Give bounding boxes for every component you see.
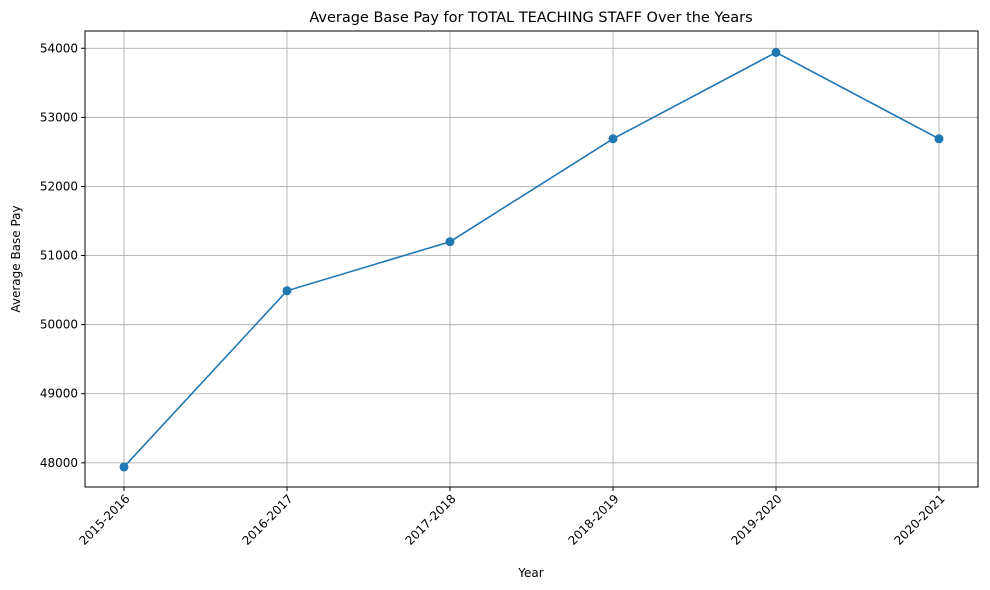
data-point [282,286,292,296]
data-point [608,134,618,144]
y-tick-label: 48000 [40,456,78,470]
data-point [119,462,129,472]
x-tick-label: 2017-2018 [402,492,458,548]
y-tick-label: 49000 [40,387,78,401]
y-tick-label: 54000 [40,41,78,55]
x-tick-label: 2016-2017 [239,492,295,548]
x-tick-label: 2018-2019 [565,492,621,548]
y-tick-label: 51000 [40,249,78,263]
plot-frame [84,30,979,488]
y-tick-label: 52000 [40,179,78,193]
y-axis-label: Average Base Pay [9,205,23,312]
grid [85,31,978,487]
data-point [771,47,781,57]
y-tick-label: 53000 [40,110,78,124]
data-point [934,134,944,144]
x-tick-label: 2020-2021 [891,492,947,548]
x-axis-label: Year [517,566,543,580]
data-point [445,237,455,247]
x-tick-label: 2015-2016 [76,492,132,548]
x-tick-label: 2019-2020 [728,492,784,548]
chart-title: Average Base Pay for TOTAL TEACHING STAF… [309,10,752,26]
series-line [123,51,940,468]
y-tick-label: 50000 [40,318,78,332]
data-series [119,47,944,472]
